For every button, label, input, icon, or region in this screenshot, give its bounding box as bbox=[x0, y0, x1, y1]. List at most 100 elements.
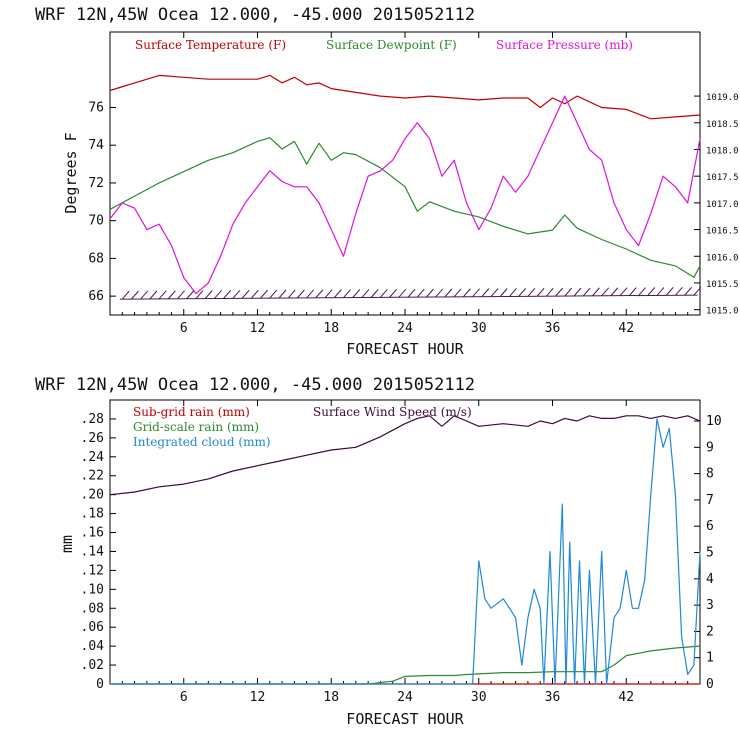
wind-barb bbox=[647, 287, 656, 296]
legend-subgrid-rain: Sub-grid rain (mm) bbox=[133, 405, 250, 419]
wind-barb bbox=[628, 287, 637, 296]
x-tick-label: 24 bbox=[397, 690, 413, 705]
wind-barb bbox=[121, 290, 130, 300]
y-tick-label: .02 bbox=[81, 658, 104, 673]
x-axis-label: FORECAST HOUR bbox=[346, 710, 464, 728]
legend: Surface Temperature (F) Surface Dewpoint… bbox=[135, 38, 633, 52]
y2-tick-label: 9 bbox=[706, 440, 714, 455]
wind-barb bbox=[564, 287, 573, 297]
wind-barb bbox=[545, 287, 554, 297]
y2-tick-label: 0 bbox=[706, 677, 714, 692]
wind-barb bbox=[573, 287, 582, 297]
wind-barb bbox=[214, 290, 222, 299]
y2-tick-label: 1015.5 bbox=[706, 280, 739, 290]
y2-tick-label: 5 bbox=[706, 546, 714, 561]
wind-barb bbox=[582, 287, 591, 297]
axis-ticks: 6 12 18 24 30 36 42 66 68 70 72 74 76 1015.0 1015.5 101… bbox=[88, 32, 739, 336]
y-tick-label: .12 bbox=[81, 563, 104, 578]
wind-barb bbox=[592, 287, 600, 297]
y-axis-label: mm bbox=[58, 535, 76, 553]
wind-barb bbox=[223, 290, 232, 299]
wind-barb bbox=[453, 288, 462, 298]
y-tick-label: 74 bbox=[88, 138, 104, 153]
x-tick-label: 36 bbox=[545, 321, 561, 336]
y2-tick-label: 6 bbox=[706, 519, 714, 534]
wind-barb bbox=[297, 289, 305, 299]
wind-barb bbox=[241, 289, 250, 299]
y2-tick-label: 1016.5 bbox=[706, 227, 739, 237]
y-tick-label: 68 bbox=[88, 251, 104, 266]
series-lines bbox=[109, 415, 701, 685]
x-tick-label: 12 bbox=[250, 321, 266, 336]
y-tick-label: 72 bbox=[88, 176, 104, 191]
wind-barb bbox=[149, 290, 158, 300]
wind-barb bbox=[389, 288, 398, 298]
legend-integrated-cloud: Integrated cloud (mm) bbox=[133, 435, 271, 449]
y-tick-label: .04 bbox=[81, 639, 105, 654]
wind-barb bbox=[416, 288, 425, 298]
x-tick-label: 6 bbox=[180, 690, 188, 705]
wind-barb bbox=[269, 289, 278, 299]
wind-barb bbox=[555, 287, 563, 297]
y-tick-label: .06 bbox=[81, 620, 104, 635]
y-tick-label: .26 bbox=[81, 431, 104, 446]
x-tick-label: 30 bbox=[471, 321, 487, 336]
y-tick-label: 0 bbox=[96, 677, 104, 692]
wind-barb bbox=[398, 288, 407, 298]
wind-barb bbox=[370, 289, 379, 298]
y-tick-label: 76 bbox=[88, 100, 104, 115]
wind-barb bbox=[536, 287, 545, 297]
wind-barb bbox=[131, 290, 139, 300]
series-line-0 bbox=[109, 74, 701, 120]
series-line-1 bbox=[110, 645, 701, 685]
wind-barb bbox=[306, 289, 315, 299]
y2-tick-label: 1018.5 bbox=[706, 120, 739, 130]
y-tick-label: .28 bbox=[81, 412, 104, 427]
series-line-2 bbox=[109, 95, 701, 295]
wind-barb bbox=[665, 287, 674, 296]
wind-barb bbox=[352, 289, 361, 298]
wind-barb bbox=[260, 289, 268, 299]
wind-barb bbox=[481, 288, 490, 297]
y2-tick-label: 1019.0 bbox=[706, 93, 739, 103]
y-tick-label: .24 bbox=[81, 450, 105, 465]
y2-tick-label: 2 bbox=[706, 624, 714, 639]
panel-title: WRF 12N,45W Ocea 12.000, -45.000 2015052… bbox=[35, 375, 475, 395]
wind-barb bbox=[472, 288, 480, 298]
y2-tick-label: 1 bbox=[706, 651, 714, 666]
wind-barb bbox=[380, 288, 388, 298]
y2-tick-label: 8 bbox=[706, 467, 714, 482]
y-tick-label: .18 bbox=[81, 507, 104, 522]
temperature-pressure-panel: WRF 12N,45W Ocea 12.000, -45.000 2015052… bbox=[35, 5, 739, 358]
wind-barb bbox=[527, 287, 536, 297]
y-tick-label: .22 bbox=[81, 469, 104, 484]
wind-barb bbox=[315, 289, 324, 299]
wind-barb bbox=[499, 288, 508, 297]
x-tick-label: 18 bbox=[323, 690, 339, 705]
wind-barb bbox=[490, 288, 499, 297]
legend: Sub-grid rain (mm) Grid-scale rain (mm) … bbox=[133, 405, 472, 449]
x-axis-label: FORECAST HOUR bbox=[346, 340, 464, 358]
wind-barb bbox=[278, 289, 287, 299]
wind-barb bbox=[186, 290, 195, 299]
x-tick-label: 36 bbox=[545, 690, 561, 705]
legend-wind-speed: Surface Wind Speed (m/s) bbox=[313, 405, 472, 419]
wind-barb bbox=[158, 290, 167, 300]
rain-wind-panel: WRF 12N,45W Ocea 12.000, -45.000 2015052… bbox=[35, 375, 722, 728]
y2-tick-label: 1017.0 bbox=[706, 200, 739, 210]
x-tick-label: 12 bbox=[250, 690, 266, 705]
wind-barb bbox=[444, 288, 453, 298]
wind-barb bbox=[324, 289, 333, 299]
legend-temperature: Surface Temperature (F) bbox=[135, 38, 286, 52]
wind-barb bbox=[619, 287, 628, 297]
y2-tick-label: 1017.5 bbox=[706, 173, 739, 183]
x-tick-label: 18 bbox=[323, 321, 339, 336]
wind-barb bbox=[656, 287, 665, 296]
series-line-3 bbox=[109, 415, 701, 496]
series-line-2 bbox=[110, 418, 701, 685]
legend-pressure: Surface Pressure (mb) bbox=[496, 38, 633, 52]
wind-barb bbox=[343, 289, 351, 298]
wind-barb bbox=[177, 290, 185, 300]
x-tick-label: 30 bbox=[471, 690, 487, 705]
